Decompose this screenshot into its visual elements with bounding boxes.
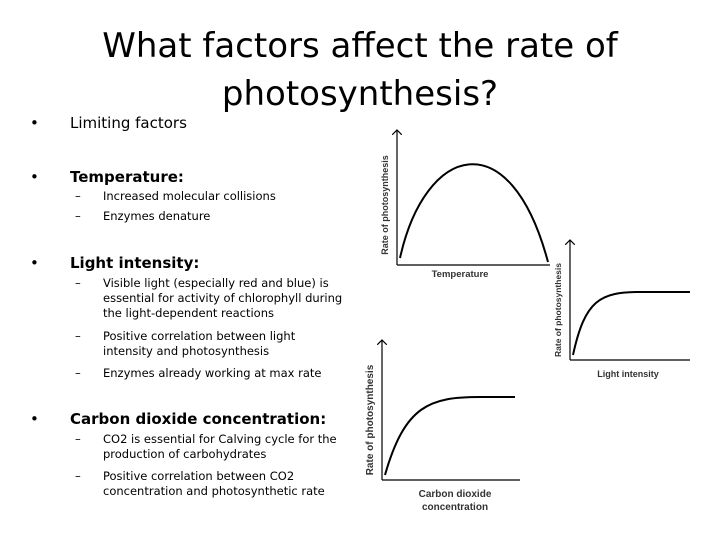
x-label: Carbon dioxide	[419, 489, 492, 500]
sub-dash: –	[75, 209, 81, 223]
bullet-dot: •	[30, 254, 39, 272]
bullet-text: Carbon dioxide concentration:	[70, 410, 327, 428]
y-label: Rate of photosynthesis	[365, 364, 376, 475]
sub-bullet: – Visible light (especially red and blue)…	[75, 276, 345, 321]
y-label: Rate of photosynthesis	[553, 263, 563, 357]
x-label: concentration	[422, 502, 488, 513]
bullet-dot: •	[30, 168, 39, 186]
curve	[572, 291, 690, 356]
sub-dash: –	[75, 432, 81, 446]
sub-text: Visible light (especially red and blue) …	[103, 276, 343, 320]
sub-dash: –	[75, 329, 81, 343]
sub-bullet: – Increased molecular collisions	[75, 189, 345, 204]
curve	[384, 396, 515, 476]
sub-bullet: – Enzymes denature	[75, 209, 345, 224]
bullet-dot: •	[30, 410, 39, 428]
sub-text: Positive correlation between light inten…	[103, 329, 296, 358]
graph-light: Rate of photosynthesis Light intensity	[553, 240, 690, 379]
x-label: Temperature	[432, 269, 489, 280]
bullet-text: Temperature:	[70, 168, 184, 186]
title: What factors affect the rate of photosyn…	[102, 26, 618, 114]
graph-temperature: Rate of photosynthesis Temperature	[380, 130, 550, 280]
sub-dash: –	[75, 189, 81, 203]
sub-bullet: – CO2 is essential for Calving cycle for …	[75, 432, 345, 462]
bullet-dot: •	[30, 114, 39, 132]
sub-dash: –	[75, 276, 81, 290]
y-label: Rate of photosynthesis	[380, 155, 390, 255]
x-label: Light intensity	[597, 369, 659, 379]
sub-dash: –	[75, 469, 81, 483]
sub-text: CO2 is essential for Calving cycle for t…	[103, 432, 337, 461]
sub-text: Increased molecular collisions	[103, 189, 276, 203]
sub-dash: –	[75, 366, 81, 380]
bullet-text: Limiting factors	[70, 114, 187, 132]
sub-bullet: – Positive correlation between CO2 concen…	[75, 469, 345, 499]
bullet-text: Light intensity:	[70, 254, 200, 272]
sub-text: Enzymes denature	[103, 209, 211, 223]
sub-text: Positive correlation between CO2 concent…	[103, 469, 325, 498]
graph-co2: Rate of photosynthesis Carbon dioxide co…	[365, 340, 520, 513]
sub-text: Enzymes already working at max rate	[103, 366, 322, 380]
sub-bullet: – Enzymes already working at max rate	[75, 366, 345, 381]
curve	[399, 163, 549, 263]
sub-bullet: – Positive correlation between light inte…	[75, 329, 345, 359]
